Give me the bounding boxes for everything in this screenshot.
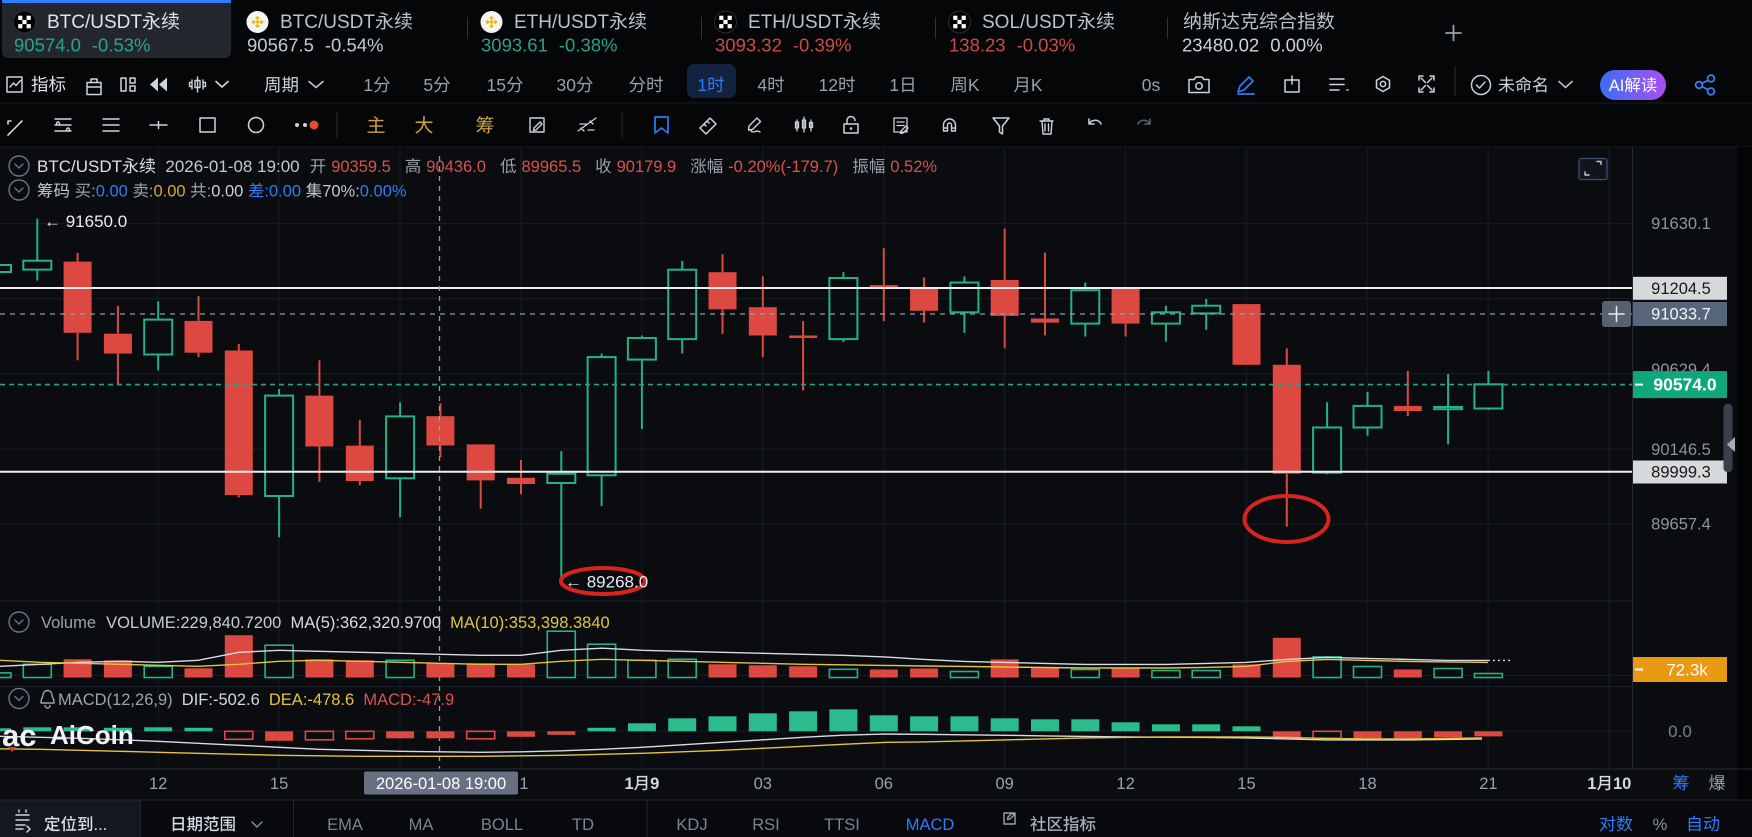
svg-text:SOL/USDT: SOL/USDT — [982, 12, 1077, 33]
svg-text:Volume: Volume — [41, 614, 96, 632]
svg-text:15: 15 — [1237, 775, 1255, 793]
svg-text:-0.53%: -0.53% — [92, 35, 151, 56]
svg-text:0.00%: 0.00% — [1270, 35, 1322, 56]
svg-text:3093.32: 3093.32 — [715, 35, 782, 56]
svg-text:3093.61: 3093.61 — [481, 35, 548, 56]
svg-text:18: 18 — [1358, 775, 1376, 793]
svg-text:AiCoin: AiCoin — [50, 720, 134, 750]
svg-text:MACD:-47.9: MACD:-47.9 — [363, 691, 454, 709]
svg-text:91033.7: 91033.7 — [1651, 306, 1711, 324]
svg-text:23480.02: 23480.02 — [1182, 35, 1259, 56]
svg-text:-0.03%: -0.03% — [1017, 35, 1076, 56]
svg-text:5: 5 — [423, 75, 433, 95]
svg-text:70%:: 70%: — [322, 183, 360, 201]
svg-text:12: 12 — [1116, 775, 1134, 793]
svg-text:K: K — [1031, 75, 1043, 95]
svg-text:ETH/USDT: ETH/USDT — [748, 12, 843, 33]
svg-text:0.00: 0.00 — [154, 183, 186, 201]
svg-text::: : — [149, 183, 154, 201]
svg-text:72.3k: 72.3k — [1666, 661, 1708, 680]
svg-text:EMA: EMA — [327, 816, 363, 834]
svg-text:← 91650.0: ← 91650.0 — [44, 212, 127, 231]
svg-text:0.0: 0.0 — [1668, 722, 1692, 741]
svg-text:90567.5: 90567.5 — [247, 35, 314, 56]
svg-text::: : — [91, 183, 96, 201]
svg-text:2026-01-08 19:00: 2026-01-08 19:00 — [165, 157, 299, 176]
svg-text:MA(10):353,398.3840: MA(10):353,398.3840 — [450, 614, 610, 632]
svg-text:89999.3: 89999.3 — [1651, 464, 1711, 482]
svg-text:1: 1 — [363, 75, 373, 95]
svg-text::: : — [264, 183, 269, 201]
svg-text:10: 10 — [1613, 775, 1631, 793]
svg-text:AI: AI — [1609, 77, 1625, 95]
svg-text:← 89268.0: ← 89268.0 — [565, 573, 648, 592]
svg-text:DIF:-502.6: DIF:-502.6 — [182, 691, 260, 709]
svg-text:90574.0: 90574.0 — [1653, 375, 1717, 395]
svg-text:MACD(12,26,9): MACD(12,26,9) — [58, 691, 173, 709]
svg-text:ETH/USDT: ETH/USDT — [514, 12, 609, 33]
svg-text:90146.5: 90146.5 — [1651, 441, 1711, 459]
svg-text:0.00: 0.00 — [96, 183, 128, 201]
svg-text:90179.9: 90179.9 — [617, 158, 677, 176]
svg-text:%: % — [1653, 816, 1668, 834]
svg-text:06: 06 — [875, 775, 893, 793]
svg-text:12: 12 — [149, 775, 167, 793]
svg-text:138.23: 138.23 — [949, 35, 1006, 56]
svg-text:2026-01-08 19:00: 2026-01-08 19:00 — [376, 775, 506, 793]
svg-text:90359.5: 90359.5 — [331, 158, 391, 176]
svg-text:4: 4 — [757, 75, 767, 95]
svg-text:MA: MA — [409, 816, 434, 834]
svg-text:1: 1 — [519, 775, 528, 793]
svg-text:0.00%: 0.00% — [360, 183, 407, 201]
svg-text:DEA:-478.6: DEA:-478.6 — [269, 691, 354, 709]
svg-text:ac: ac — [2, 718, 36, 753]
svg-text:MACD: MACD — [906, 816, 955, 834]
svg-text:TTSI: TTSI — [824, 816, 860, 834]
svg-text:...: ... — [94, 816, 108, 834]
svg-text:9: 9 — [650, 775, 659, 793]
svg-text:03: 03 — [754, 775, 772, 793]
svg-text:BOLL: BOLL — [481, 816, 523, 834]
svg-text:1: 1 — [697, 75, 707, 95]
svg-text:0.52%: 0.52% — [890, 158, 937, 176]
svg-text:90436.0: 90436.0 — [426, 158, 486, 176]
svg-text:91630.1: 91630.1 — [1651, 215, 1711, 233]
svg-text:-0.38%: -0.38% — [559, 35, 618, 56]
svg-text:1: 1 — [1587, 775, 1596, 793]
svg-text:BTC/USDT: BTC/USDT — [47, 12, 142, 33]
svg-text:K: K — [968, 75, 980, 95]
svg-text:1: 1 — [889, 75, 899, 95]
svg-text:0s: 0s — [1142, 75, 1161, 95]
svg-text:TD: TD — [572, 816, 594, 834]
svg-text:MA(5):362,320.9700: MA(5):362,320.9700 — [291, 614, 441, 632]
svg-text:0.00: 0.00 — [269, 183, 301, 201]
svg-text:89965.5: 89965.5 — [522, 158, 582, 176]
svg-text:1: 1 — [625, 775, 634, 793]
svg-text:15: 15 — [270, 775, 288, 793]
svg-text:09: 09 — [996, 775, 1014, 793]
svg-text:-0.39%: -0.39% — [793, 35, 852, 56]
svg-text:BTC/USDT: BTC/USDT — [280, 12, 375, 33]
svg-text:91204.5: 91204.5 — [1651, 280, 1711, 298]
svg-text:KDJ: KDJ — [676, 816, 707, 834]
svg-text:12: 12 — [819, 75, 838, 95]
svg-text:15: 15 — [487, 75, 506, 95]
svg-text:-0.54%: -0.54% — [325, 35, 384, 56]
svg-text:21: 21 — [1479, 775, 1497, 793]
svg-text::: : — [207, 183, 212, 201]
svg-text:VOLUME:229,840.7200: VOLUME:229,840.7200 — [106, 614, 281, 632]
svg-text:-0.20%(-179.7): -0.20%(-179.7) — [728, 158, 838, 176]
svg-text:89657.4: 89657.4 — [1651, 516, 1711, 534]
svg-text:30: 30 — [557, 75, 577, 95]
svg-text:0.00: 0.00 — [211, 183, 243, 201]
svg-text:90574.0: 90574.0 — [14, 35, 81, 56]
svg-text:RSI: RSI — [752, 816, 780, 834]
svg-text:BTC/USDT: BTC/USDT — [37, 157, 122, 176]
